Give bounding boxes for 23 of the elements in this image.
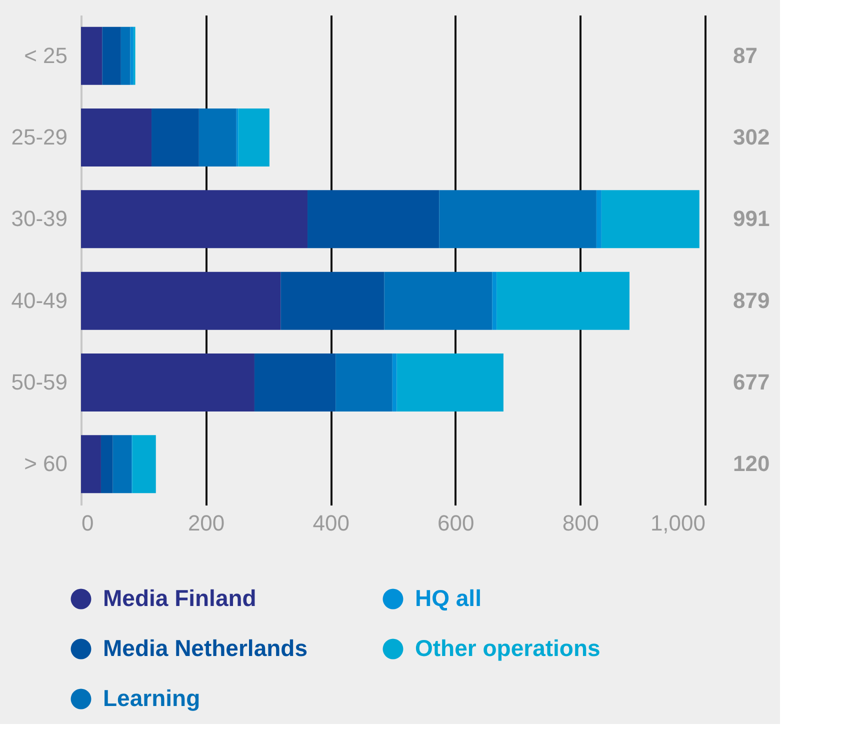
y-tick-label: 40-49 bbox=[11, 288, 68, 313]
y-tick-label: > 60 bbox=[24, 451, 68, 476]
text: 879 bbox=[733, 288, 770, 313]
legend-label: HQ all bbox=[415, 585, 482, 611]
legend-label: Media Finland bbox=[103, 585, 256, 611]
y-tick-label: < 25 bbox=[24, 42, 68, 68]
text: 677 bbox=[733, 370, 770, 394]
text: 120 bbox=[733, 451, 770, 476]
legend-label: Other operations bbox=[415, 635, 600, 661]
y-tick-label: 50-59 bbox=[11, 370, 68, 394]
text: 302 bbox=[733, 124, 770, 150]
legend-label: Media Netherlands bbox=[103, 635, 308, 661]
x-tick-label: 200 bbox=[188, 510, 225, 536]
x-tick-label: 600 bbox=[438, 510, 474, 536]
y-tick-label: 30-39 bbox=[11, 206, 68, 232]
x-tick-label: 400 bbox=[312, 510, 350, 536]
y-tick-label: 25-29 bbox=[11, 124, 68, 150]
x-tick-label: 800 bbox=[562, 510, 600, 536]
x-tick-label: 0 bbox=[82, 510, 94, 536]
text: 991 bbox=[733, 206, 770, 232]
text: 87 bbox=[733, 42, 758, 68]
x-tick-label: 1,000 bbox=[650, 510, 706, 536]
legend-label: Learning bbox=[103, 685, 200, 711]
